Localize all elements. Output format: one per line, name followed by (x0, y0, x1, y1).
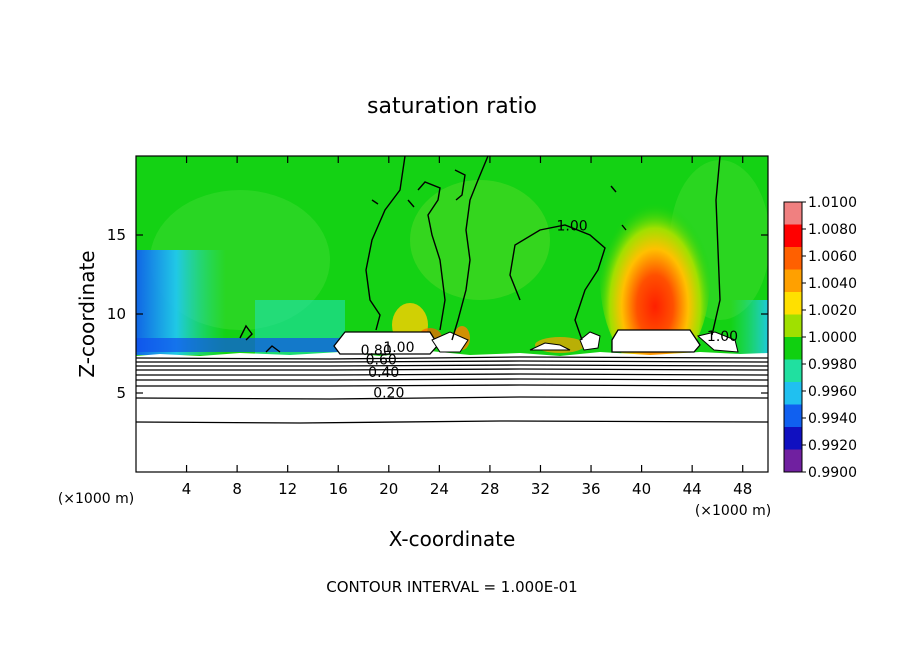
colorbar-swatch (784, 359, 802, 383)
cloud-blob (431, 331, 469, 353)
y-axis-label: Z-coordinate (75, 250, 99, 377)
x-tick-label: 16 (329, 480, 348, 498)
cloud-blob (579, 331, 601, 351)
x-unit-left: (×1000 m) (58, 491, 134, 507)
colorbar-tick-label: 1.0000 (808, 330, 857, 346)
colorbar-swatch (784, 382, 802, 405)
colorbar-tick-label: 0.9900 (808, 465, 857, 481)
y-tick-label: 15 (107, 226, 126, 244)
colorbar-swatch (784, 269, 802, 293)
colorbar-swatch (784, 224, 802, 248)
plot-area (136, 156, 768, 472)
x-tick-label: 48 (733, 480, 752, 498)
field-lower-region (136, 351, 768, 472)
lower-contours (136, 356, 768, 424)
field-cyan-left (136, 250, 226, 355)
x-tick-label: 40 (632, 480, 651, 498)
colorbar-tick-label: 1.0100 (808, 195, 857, 211)
colorbar-swatch (784, 292, 802, 315)
x-tick-label: 32 (531, 480, 550, 498)
contour-labels: 0.200.400.600.801.001.001.00 (361, 218, 739, 401)
contour-label: 1.00 (556, 218, 587, 234)
colorbar-tick-label: 1.0020 (808, 303, 857, 319)
x-axis: 4 8 12 16 20 24 28 32 36 40 44 48 (182, 156, 752, 498)
colorbar-tick-label: 0.9960 (808, 384, 857, 400)
x-tick-label: 8 (232, 480, 242, 498)
y-axis: 5 10 15 (107, 226, 768, 402)
y-tick-label: 5 (116, 384, 126, 402)
contour-label: 0.80 (361, 343, 392, 359)
x-tick-label: 44 (683, 480, 702, 498)
cloud-blob (529, 342, 571, 351)
colorbar: 1.0100 1.0080 1.0060 1.0040 1.0020 1.0000 0.99… (783, 195, 857, 481)
contour-label: 0.60 (366, 353, 397, 369)
colorbar-swatch (784, 247, 802, 270)
field-hot-core (600, 183, 710, 373)
x-unit-right: (×1000 m) (695, 503, 771, 519)
colorbar-tick-label: 1.0060 (808, 249, 857, 265)
x-tick-label: 36 (581, 480, 600, 498)
x-tick-label: 20 (379, 480, 398, 498)
x-tick-label: 4 (182, 480, 192, 498)
contour-label: 0.20 (373, 386, 404, 402)
x-tick-label: 28 (480, 480, 499, 498)
unity-contours (239, 156, 721, 353)
colorbar-swatch (784, 314, 802, 338)
x-axis-label: X-coordinate (389, 527, 516, 551)
field-patch (410, 180, 550, 300)
colorbar-swatch (784, 427, 802, 450)
colorbar-tick-label: 1.0080 (808, 222, 857, 238)
cloud-blob (611, 329, 701, 353)
contour-label: 1.00 (383, 340, 414, 356)
contour-interval-note: CONTOUR INTERVAL = 1.000E-01 (326, 578, 577, 596)
colorbar-swatch (784, 449, 802, 473)
contour-label: 0.40 (368, 365, 399, 381)
contour-label: 1.00 (707, 329, 738, 345)
colorbar-tick-label: 0.9940 (808, 411, 857, 427)
colorbar-tick-label: 1.0040 (808, 276, 857, 292)
x-tick-label: 12 (278, 480, 297, 498)
colorbar-swatch (784, 202, 802, 225)
colorbar-swatch (784, 404, 802, 428)
colorbar-tick-label: 0.9920 (808, 438, 857, 454)
colorbar-swatch (784, 337, 802, 360)
x-tick-label: 24 (430, 480, 449, 498)
y-tick-label: 10 (107, 305, 126, 323)
chart-title: saturation ratio (367, 94, 537, 119)
field-blue-strip (136, 338, 346, 352)
colorbar-tick-label: 0.9980 (808, 357, 857, 373)
